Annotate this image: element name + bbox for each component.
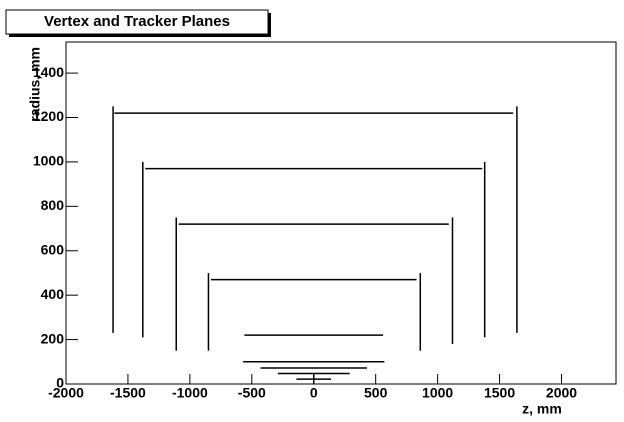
x-tick-label: 1000: [422, 385, 453, 401]
title-box: [5, 9, 269, 35]
y-tick-label: 0: [56, 375, 64, 391]
y-tick-label: 400: [41, 286, 65, 302]
x-tick-label: -1000: [172, 385, 208, 401]
y-tick-label: 800: [41, 197, 65, 213]
x-tick-label: 2000: [546, 385, 577, 401]
y-tick-label: 1000: [33, 153, 64, 169]
x-tick-label: -500: [238, 385, 266, 401]
chart-title: Vertex and Tracker Planes: [44, 13, 230, 30]
y-tick-label: 1200: [33, 108, 64, 124]
y-tick-label: 600: [41, 241, 65, 257]
y-axis-label: radius, mm: [27, 47, 43, 122]
x-tick-label: 0: [310, 385, 318, 401]
y-tick-label: 1400: [33, 64, 64, 80]
plot-frame: [65, 41, 617, 385]
x-axis-label: z, mm: [522, 401, 562, 417]
x-tick-label: 1500: [484, 385, 515, 401]
x-tick-label: 500: [364, 385, 388, 401]
x-tick-label: -1500: [110, 385, 146, 401]
x-tick-label: -2000: [48, 385, 84, 401]
y-tick-label: 200: [41, 330, 65, 346]
